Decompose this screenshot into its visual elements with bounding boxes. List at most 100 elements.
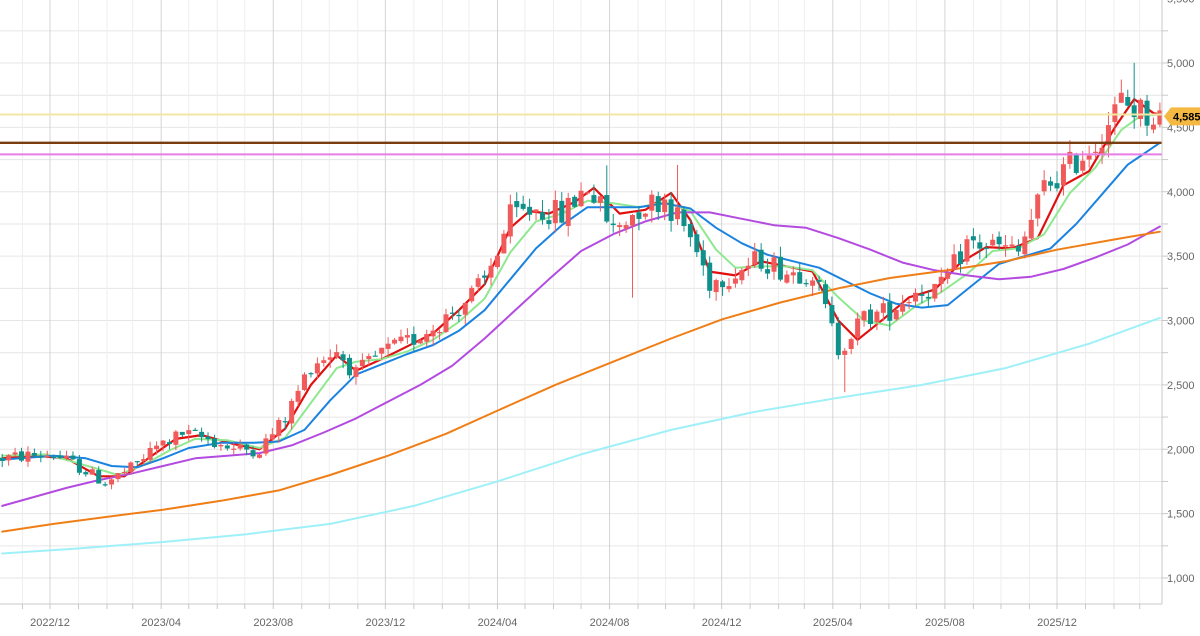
candle-down bbox=[224, 445, 230, 449]
candle-down bbox=[83, 472, 89, 475]
candle-up bbox=[147, 447, 153, 460]
candle-down bbox=[977, 242, 983, 249]
candle-up bbox=[964, 239, 970, 262]
x-tick-label: 2023/08 bbox=[253, 617, 293, 629]
candle-up bbox=[649, 194, 655, 211]
candle-up bbox=[469, 287, 475, 302]
candle-down bbox=[668, 199, 674, 221]
x-tick-label: 2025/12 bbox=[1037, 617, 1077, 629]
candle-up bbox=[1093, 151, 1099, 153]
candle-down bbox=[687, 223, 693, 238]
candle-down bbox=[51, 456, 57, 459]
candle-up bbox=[745, 265, 751, 269]
candle-down bbox=[244, 444, 250, 450]
candle-up bbox=[430, 330, 436, 337]
candle-up bbox=[810, 280, 816, 286]
candle-up bbox=[790, 272, 796, 276]
candle-up bbox=[359, 359, 365, 367]
candle-down bbox=[707, 262, 713, 291]
candle-up bbox=[848, 339, 854, 349]
candle-up bbox=[578, 190, 584, 207]
candle-down bbox=[797, 272, 803, 284]
candle-down bbox=[1015, 245, 1021, 252]
candle-down bbox=[681, 209, 687, 226]
candle-up bbox=[141, 459, 147, 462]
candle-up bbox=[128, 462, 134, 473]
candle-down bbox=[102, 484, 108, 486]
last-price-tag-shape bbox=[1164, 107, 1200, 126]
candle-up bbox=[488, 265, 494, 278]
candle-up bbox=[752, 251, 758, 265]
candle-up bbox=[1041, 180, 1047, 192]
candle-down bbox=[887, 301, 893, 321]
candle-down bbox=[700, 250, 706, 266]
candle-down bbox=[282, 421, 288, 423]
candle-up bbox=[1112, 104, 1118, 122]
candle-up bbox=[115, 473, 121, 480]
candle-down bbox=[1131, 105, 1137, 118]
candle-up bbox=[1080, 160, 1086, 171]
candle-down bbox=[449, 312, 455, 314]
candle-down bbox=[179, 431, 185, 435]
candle-up bbox=[256, 454, 262, 458]
candle-down bbox=[76, 459, 82, 473]
y-tick-label: 5,000 bbox=[1167, 58, 1195, 70]
candle-down bbox=[777, 256, 783, 280]
candle-up bbox=[732, 278, 738, 284]
candle-up bbox=[44, 455, 50, 458]
y-tick-label: 1,500 bbox=[1167, 509, 1195, 521]
candle-up bbox=[617, 225, 623, 228]
candle-down bbox=[456, 314, 462, 317]
candle-up bbox=[938, 276, 944, 284]
candle-down bbox=[816, 279, 822, 282]
x-tick-label: 2023/12 bbox=[365, 617, 405, 629]
candle-down bbox=[655, 196, 661, 213]
candle-down bbox=[482, 275, 488, 278]
candle-up bbox=[334, 352, 340, 357]
candle-down bbox=[1054, 183, 1060, 189]
y-tick-label: 4,000 bbox=[1167, 187, 1195, 199]
candle-down bbox=[539, 212, 545, 220]
candle-up bbox=[900, 303, 906, 312]
candle-up bbox=[295, 390, 301, 402]
candle-up bbox=[739, 270, 745, 281]
candle-down bbox=[1048, 181, 1054, 186]
candle-up bbox=[906, 302, 912, 304]
candle-up bbox=[289, 400, 295, 424]
candle-up bbox=[186, 430, 192, 435]
candle-up bbox=[398, 336, 404, 342]
candle-up bbox=[218, 444, 224, 447]
candle-down bbox=[636, 212, 642, 219]
candle-down bbox=[31, 453, 37, 456]
candle-down bbox=[166, 442, 172, 445]
candle-up bbox=[1099, 147, 1105, 154]
candle-up bbox=[597, 196, 603, 203]
candle-up bbox=[1035, 194, 1041, 219]
candle-up bbox=[1060, 164, 1066, 186]
candle-down bbox=[199, 431, 205, 438]
candle-up bbox=[462, 302, 468, 315]
candle-down bbox=[983, 247, 989, 249]
candle-up bbox=[25, 451, 31, 462]
candle-up bbox=[173, 431, 179, 445]
candle-down bbox=[925, 296, 931, 299]
candle-up bbox=[109, 479, 115, 485]
candle-down bbox=[559, 200, 565, 223]
candle-up bbox=[951, 254, 957, 270]
candle-down bbox=[411, 334, 417, 345]
y-tick-label: 5,500 bbox=[1167, 0, 1195, 6]
candle-up bbox=[494, 255, 500, 268]
candle-down bbox=[822, 284, 828, 304]
last-price-label: 4,585 bbox=[1173, 111, 1200, 123]
candle-down bbox=[308, 373, 314, 375]
candle-up bbox=[1067, 151, 1073, 164]
candle-up bbox=[501, 233, 507, 254]
candle-down bbox=[38, 456, 44, 458]
candle-down bbox=[610, 223, 616, 226]
candle-down bbox=[546, 220, 552, 225]
candle-up bbox=[366, 356, 372, 360]
candle-up bbox=[160, 440, 166, 446]
candle-up bbox=[89, 469, 95, 475]
candle-up bbox=[932, 283, 938, 299]
candle-down bbox=[835, 322, 841, 356]
